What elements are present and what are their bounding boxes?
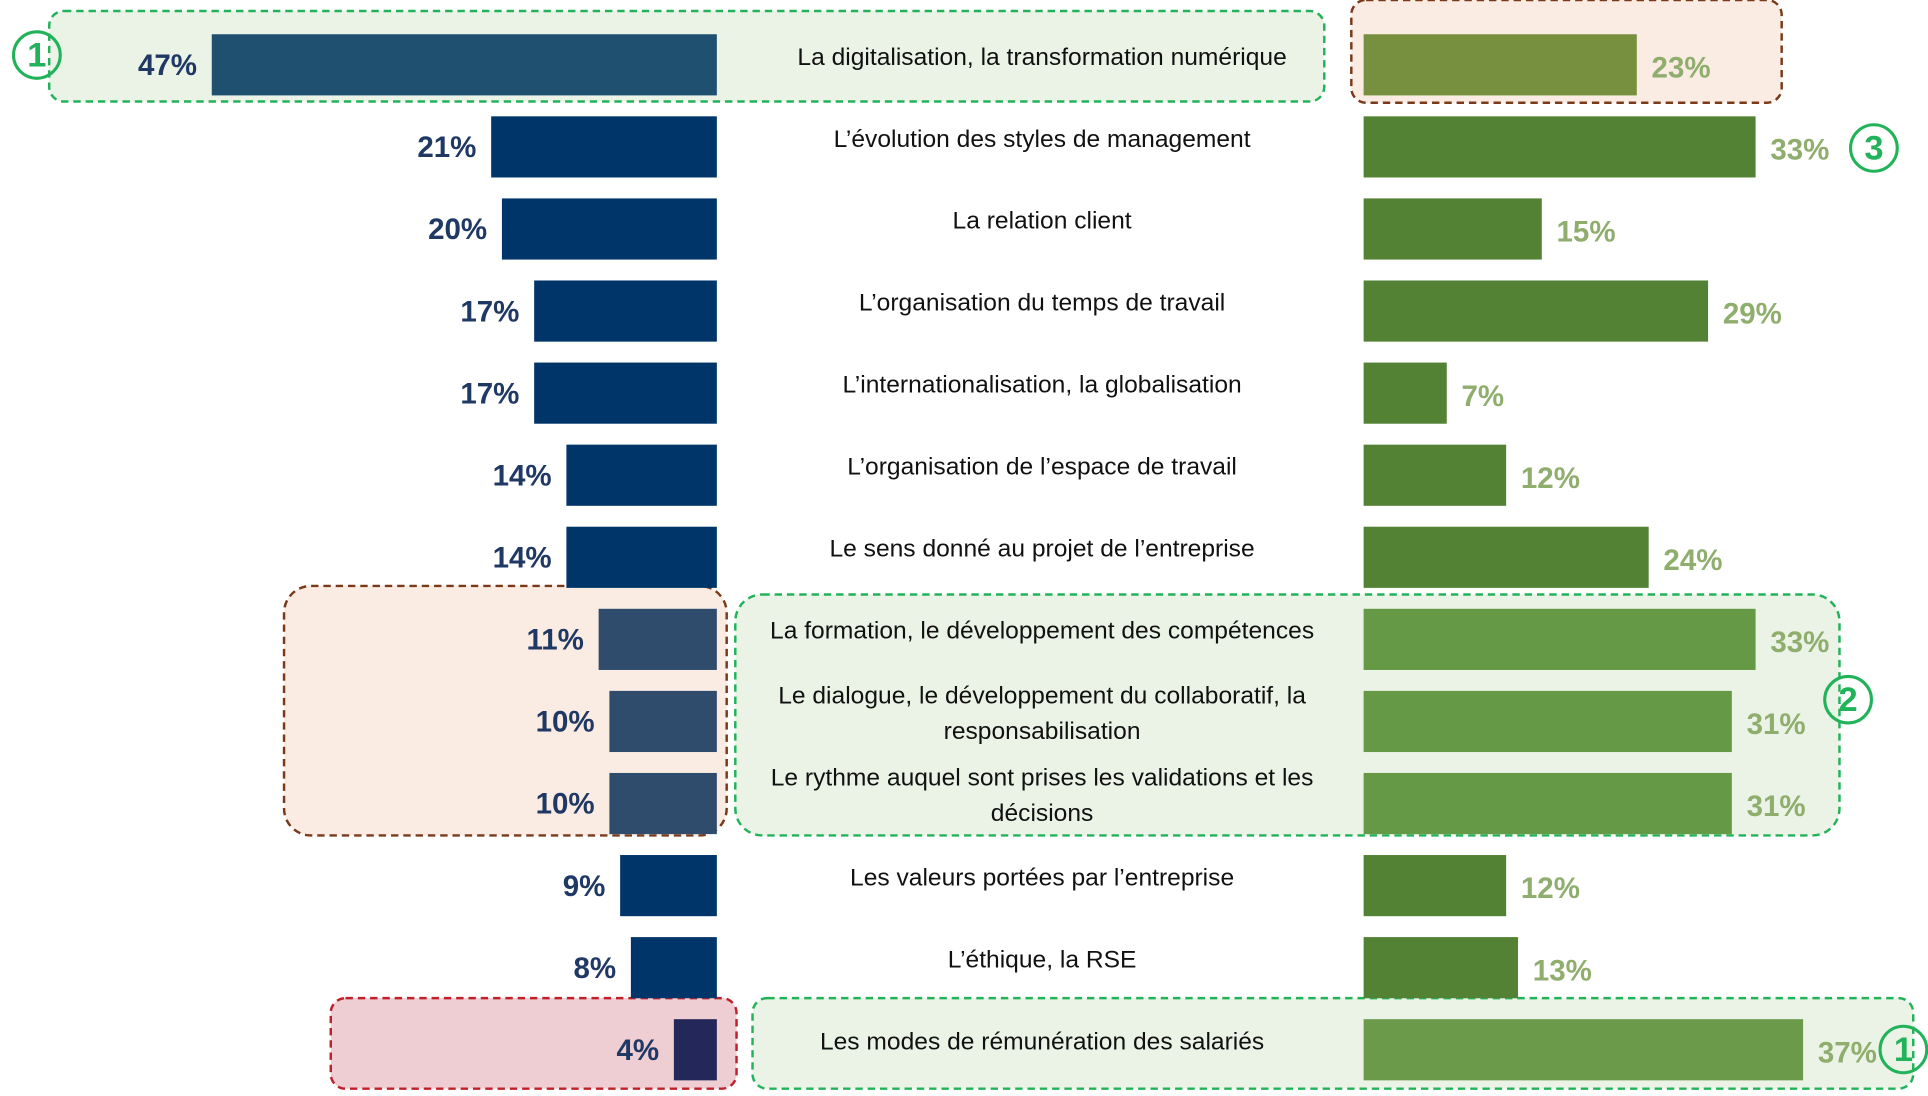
bar xyxy=(673,1019,717,1081)
highlight-box xyxy=(329,996,738,1090)
annotation-circle xyxy=(11,30,62,80)
annotation: 1 xyxy=(27,37,46,75)
value-label: 20% xyxy=(428,213,487,246)
value-label: 13% xyxy=(1533,954,1592,987)
bar xyxy=(501,198,717,260)
value-label: 31% xyxy=(1747,790,1806,823)
annotation-circle xyxy=(1848,123,1899,173)
category-label: Les valeurs portées par l’entreprise xyxy=(850,864,1235,892)
value-label: 15% xyxy=(1557,216,1616,249)
value-label: 4% xyxy=(616,1034,659,1067)
value-label: 9% xyxy=(563,870,606,903)
category-label: Le dialogue, le développement du collabo… xyxy=(778,682,1306,745)
value-label: 17% xyxy=(460,377,519,410)
value-label: 12% xyxy=(1521,462,1580,495)
category-label: Le sens donné au projet de l’entreprise xyxy=(829,535,1255,563)
category-label-box: L’organisation de l’espace de travail xyxy=(847,453,1237,481)
annotation-circle xyxy=(1823,674,1873,725)
category-label-box: Le rythme auquel sont prises les validat… xyxy=(770,764,1314,827)
category-label-box: L’organisation du temps de travail xyxy=(858,289,1226,317)
value-label: 29% xyxy=(1723,298,1782,331)
bar xyxy=(1363,772,1732,835)
category-label-box: La digitalisation, la transformation num… xyxy=(797,43,1287,71)
category-label: L’organisation du temps de travail xyxy=(858,289,1226,317)
category-label-box: Le sens donné au projet de l’entreprise xyxy=(829,535,1255,563)
category-label: L’évolution des styles de management xyxy=(833,125,1251,153)
category-label: La formation, le développement des compé… xyxy=(770,617,1315,645)
bar xyxy=(1363,690,1732,753)
category-label-box: Le dialogue, le développement du collabo… xyxy=(778,682,1306,745)
bar xyxy=(630,937,717,999)
category-label: L’organisation de l’espace de travail xyxy=(847,453,1237,481)
annotation: 2 xyxy=(1839,681,1858,719)
bar xyxy=(620,855,717,917)
bar xyxy=(566,444,717,506)
category-label-box: Les modes de rémunération des salariés xyxy=(819,1028,1265,1056)
bar xyxy=(1363,362,1447,424)
value-label: 17% xyxy=(460,295,519,328)
category-label: La digitalisation, la transformation num… xyxy=(797,43,1287,71)
value-label: 8% xyxy=(573,952,616,985)
category-label: Les modes de rémunération des salariés xyxy=(819,1028,1265,1056)
annotation: 1 xyxy=(1894,1031,1913,1069)
category-label: L’internationalisation, la globalisation xyxy=(842,371,1242,399)
bar xyxy=(1363,855,1507,917)
bar xyxy=(1363,937,1519,999)
category-label-box: La relation client xyxy=(952,207,1132,235)
bar xyxy=(534,280,717,342)
value-label: 23% xyxy=(1652,52,1711,85)
value-label: 14% xyxy=(493,459,552,492)
value-label: 14% xyxy=(493,542,552,575)
value-label: 10% xyxy=(536,706,595,739)
bar xyxy=(211,34,717,96)
category-label-box: L’évolution des styles de management xyxy=(833,125,1251,153)
bar xyxy=(534,362,717,424)
bar xyxy=(1363,526,1649,588)
annotation: 3 xyxy=(1864,130,1883,168)
bar xyxy=(1363,608,1756,670)
bar xyxy=(1363,198,1542,260)
category-label-box: La formation, le développement des compé… xyxy=(770,617,1315,645)
bar xyxy=(1363,280,1709,342)
bar xyxy=(491,116,717,178)
value-label: 7% xyxy=(1462,380,1505,413)
value-label: 47% xyxy=(138,49,197,82)
value-label: 21% xyxy=(417,131,476,164)
category-label-box: L’éthique, la RSE xyxy=(947,946,1137,974)
category-label-box: Les valeurs portées par l’entreprise xyxy=(850,864,1235,892)
value-label: 31% xyxy=(1747,708,1806,741)
bar xyxy=(1363,116,1756,178)
bar xyxy=(1363,1019,1804,1081)
category-label: L’éthique, la RSE xyxy=(947,946,1137,974)
value-label: 11% xyxy=(526,624,583,657)
value-label: 33% xyxy=(1770,134,1829,167)
value-label: 33% xyxy=(1770,626,1829,659)
value-label: 37% xyxy=(1818,1036,1877,1069)
bar xyxy=(566,526,717,588)
bar xyxy=(609,772,717,835)
value-label: 24% xyxy=(1663,544,1722,577)
value-label: 12% xyxy=(1521,872,1580,905)
bar xyxy=(1363,34,1637,96)
category-label: La relation client xyxy=(952,207,1132,235)
bar xyxy=(598,608,717,670)
category-label-box: L’internationalisation, la globalisation xyxy=(842,371,1242,399)
annotation-circle xyxy=(1878,1024,1928,1075)
bar xyxy=(1363,444,1507,506)
value-label: 10% xyxy=(536,788,595,821)
bar xyxy=(609,690,717,753)
category-label: Le rythme auquel sont prises les validat… xyxy=(770,764,1314,827)
